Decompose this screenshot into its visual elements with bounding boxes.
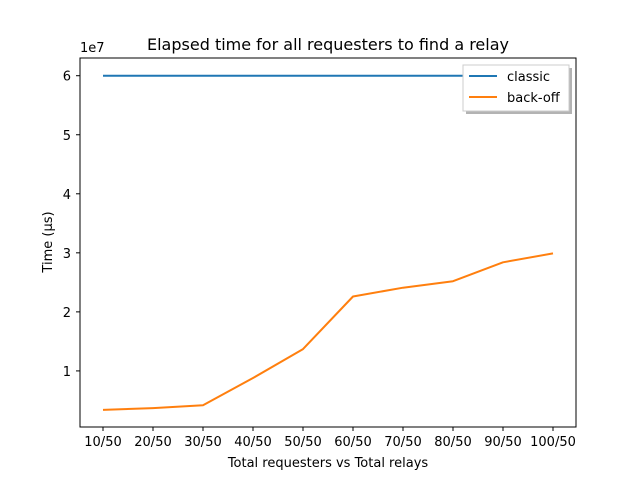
legend-box xyxy=(462,64,570,112)
x-tick-label: 80/50 xyxy=(434,435,471,450)
legend: classic back-off xyxy=(462,64,572,114)
x-tick-label: 30/50 xyxy=(184,435,221,450)
series-line-back-off xyxy=(102,252,554,411)
x-tick-label: 60/50 xyxy=(334,435,371,450)
x-tick-label: 20/50 xyxy=(134,435,171,450)
x-axis-label: Total requesters vs Total relays xyxy=(227,456,429,471)
x-axis: 10/50 20/50 30/50 40/50 50/50 60/50 70/50 80/50… xyxy=(84,427,576,450)
x-tick-label: 50/50 xyxy=(284,435,321,450)
chart-title: Elapsed time for all requesters to find … xyxy=(147,35,509,54)
plot-frame xyxy=(79,57,577,428)
y-axis: 1 2 3 4 5 6 xyxy=(63,70,80,380)
y-axis-label: Time (µs) xyxy=(41,211,56,273)
y-tick-label: 1 xyxy=(63,365,71,380)
y-tick-label: 4 xyxy=(63,188,71,203)
x-tick-label: 100/50 xyxy=(530,435,576,450)
y-offset-label: 1e7 xyxy=(80,41,105,56)
y-tick-label: 2 xyxy=(63,306,71,321)
legend-label-classic: classic xyxy=(507,70,550,85)
y-tick-label: 6 xyxy=(63,70,71,85)
y-tick-label: 5 xyxy=(63,129,71,144)
legend-label-back-off: back-off xyxy=(507,91,561,106)
x-tick-label: 90/50 xyxy=(484,435,521,450)
x-tick-label: 10/50 xyxy=(84,435,121,450)
y-tick-label: 3 xyxy=(63,247,71,262)
x-tick-label: 40/50 xyxy=(234,435,271,450)
x-tick-label: 70/50 xyxy=(384,435,421,450)
